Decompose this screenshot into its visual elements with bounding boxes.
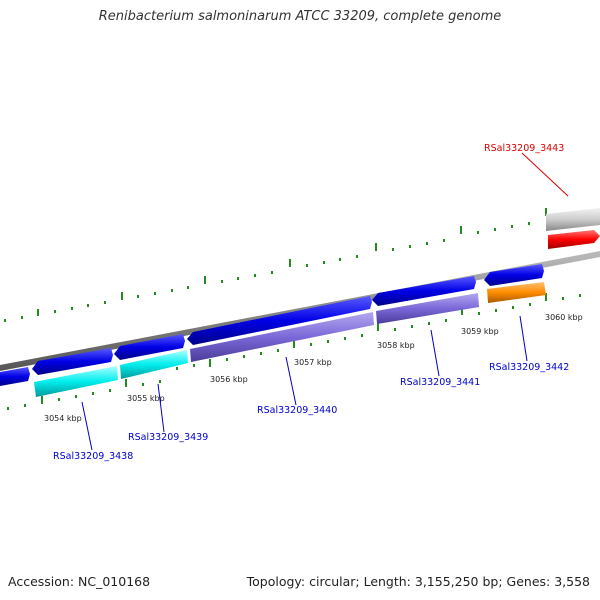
- accession-text: Accession: NC_010168: [8, 574, 151, 589]
- gene-label: RSal33209_3441: [400, 377, 480, 388]
- map-title: Renibacterium salmoninarum ATCC 33209, c…: [98, 9, 502, 24]
- cds-arrow: [372, 276, 476, 306]
- feature-track: [34, 282, 546, 397]
- orange-feature: [487, 282, 546, 303]
- kbp-label: 3059 kbp: [461, 327, 499, 336]
- kbp-label: 3058 kbp: [377, 341, 415, 350]
- cyan-feature: [34, 366, 118, 397]
- cds-arrow: [0, 367, 30, 386]
- gray-feature: [546, 208, 600, 231]
- kbp-label: 3060 kbp: [545, 313, 583, 322]
- forward-cds-track: [0, 264, 544, 386]
- kbp-label: 3054 kbp: [44, 414, 82, 423]
- gene-labels: RSal33209_3438 RSal33209_3439 RSal33209_…: [53, 143, 569, 462]
- gene-label: RSal33209_3438: [53, 451, 133, 462]
- purple-feature: [190, 312, 374, 362]
- cds-arrow: [32, 348, 113, 375]
- topology-text: Topology: circular; Length: 3,155,250 bp…: [246, 574, 590, 589]
- cds-arrow: [484, 264, 544, 286]
- kbp-label: 3055 kbp: [127, 394, 165, 403]
- cds-arrow: [114, 334, 185, 360]
- gene-label: RSal33209_3443: [484, 143, 564, 154]
- cyan-feature: [120, 350, 188, 379]
- outer-tick-ring: [4, 208, 598, 322]
- cds-arrow: [187, 296, 372, 345]
- purple-feature: [376, 293, 479, 324]
- kbp-labels: 3054 kbp 3055 kbp 3056 kbp 3057 kbp 3058…: [44, 313, 583, 423]
- gene-label: RSal33209_3440: [257, 405, 337, 416]
- gene-label: RSal33209_3439: [128, 432, 208, 443]
- kbp-label: 3056 kbp: [210, 375, 248, 384]
- kbp-label: 3057 kbp: [294, 358, 332, 367]
- red-feature: [548, 230, 600, 249]
- leader-lines: [81, 152, 569, 451]
- gene-label: RSal33209_3442: [489, 362, 569, 373]
